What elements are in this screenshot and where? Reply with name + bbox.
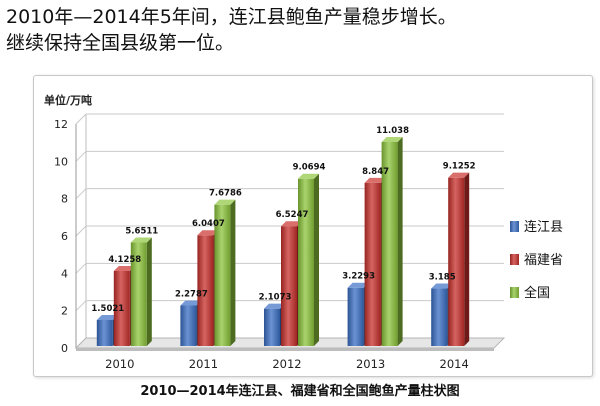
bar-福建省-2011 — [197, 235, 214, 346]
data-label: 5.6511 — [125, 227, 158, 237]
bar-连江县-2011 — [180, 305, 197, 346]
data-label: 8.847 — [362, 167, 389, 177]
bar-side — [464, 172, 470, 346]
data-label: 4.1258 — [108, 255, 141, 265]
legend-swatch — [510, 221, 519, 232]
bar-side — [146, 237, 152, 346]
bar-side — [230, 199, 236, 346]
y-tick-label: 10 — [54, 155, 68, 168]
legend-label: 全国 — [524, 285, 550, 301]
x-tick-label: 2014 — [440, 357, 469, 371]
x-tick-labels: 2010 2011 2012 2013 2014 — [105, 357, 469, 371]
bar-top — [431, 283, 453, 289]
bar-top — [347, 282, 369, 288]
x-tick-label: 2010 — [105, 357, 134, 371]
legend-swatch — [510, 287, 519, 298]
bar-全国-2013 — [381, 141, 398, 346]
bar-top — [130, 237, 152, 243]
bar-top — [281, 221, 302, 227]
data-label: 11.038 — [376, 126, 409, 136]
chart-frame: 单位/万吨 0 2 4 6 8 10 12 1.5021 4.1258 5.6511 2.2787… — [33, 75, 593, 377]
data-label: 3.185 — [429, 273, 456, 283]
bar-福建省-2010 — [113, 270, 130, 346]
bar-side — [397, 136, 403, 346]
data-label: 9.0694 — [293, 163, 326, 173]
data-label: 6.5247 — [276, 210, 309, 220]
x-tick-label: 2012 — [272, 357, 301, 371]
headline-line-1: 2010年—2014年5年间，连江县鲍鱼产量稳步增长。 — [6, 6, 457, 28]
bar-top — [96, 314, 118, 320]
y-tick-label: 12 — [54, 118, 68, 131]
bar-top — [113, 265, 135, 271]
gridline-side — [75, 225, 87, 237]
bar-chart: 单位/万吨 0 2 4 6 8 10 12 1.5021 4.1258 5.6511 2.2787… — [44, 93, 563, 371]
bar-全国-2012 — [298, 178, 314, 346]
bar-top — [381, 136, 403, 142]
legend-label: 连江县 — [524, 219, 563, 235]
legend-label: 福建省 — [524, 253, 563, 268]
bar-全国-2010 — [130, 242, 147, 346]
y-axis-label: 单位/万吨 — [44, 93, 92, 107]
bars — [96, 136, 470, 346]
data-label: 2.1073 — [259, 293, 292, 303]
gridline-side — [75, 113, 87, 125]
bar-福建省-2012 — [281, 226, 297, 346]
headline: 2010年—2014年5年间，连江县鲍鱼产量稳步增长。 继续保持全国县级第一位。 — [6, 4, 596, 56]
legend-swatch — [510, 254, 519, 265]
y-tick-label: 0 — [61, 342, 68, 355]
bar-top — [214, 199, 236, 205]
bar-top — [448, 172, 470, 178]
y-tick-label: 4 — [61, 267, 68, 280]
bar-福建省-2013 — [364, 182, 381, 346]
bar-top — [197, 230, 219, 236]
data-label: 6.0407 — [192, 219, 225, 229]
bar-top — [364, 177, 386, 183]
data-labels: 1.5021 4.1258 5.6511 2.2787 6.0407 7.6786 2.10… — [91, 126, 475, 314]
y-tick-labels: 0 2 4 6 8 10 12 — [54, 118, 68, 355]
data-label: 3.2293 — [342, 272, 375, 282]
bar-连江县-2014 — [431, 288, 448, 346]
bar-连江县-2010 — [96, 319, 113, 346]
gridline-side — [75, 150, 87, 162]
gridline-side — [75, 300, 87, 312]
x-tick-label: 2011 — [189, 357, 218, 371]
gridline-side — [75, 188, 87, 200]
data-label: 1.5021 — [91, 304, 124, 314]
bar-top — [264, 303, 285, 309]
gridline-side — [75, 262, 87, 274]
data-label: 9.1252 — [443, 162, 476, 172]
y-tick-label: 2 — [61, 305, 68, 318]
chart-caption: 2010—2014年连江县、福建省和全国鲍鱼产量柱状图 — [140, 384, 460, 399]
bar-side — [314, 173, 319, 346]
bar-top — [180, 300, 202, 306]
data-label: 2.2787 — [175, 289, 208, 299]
floor-front — [76, 348, 494, 351]
bar-连江县-2013 — [347, 287, 364, 346]
x-tick-label: 2013 — [356, 357, 385, 371]
bar-top — [298, 173, 319, 179]
y-tick-label: 8 — [61, 193, 68, 206]
bar-全国-2011 — [214, 204, 231, 346]
data-label: 7.6786 — [209, 189, 242, 199]
bar-连江县-2012 — [264, 308, 280, 346]
headline-line-2: 继续保持全国县级第一位。 — [6, 32, 235, 54]
y-tick-label: 6 — [61, 230, 68, 243]
bar-福建省-2014 — [448, 177, 465, 346]
